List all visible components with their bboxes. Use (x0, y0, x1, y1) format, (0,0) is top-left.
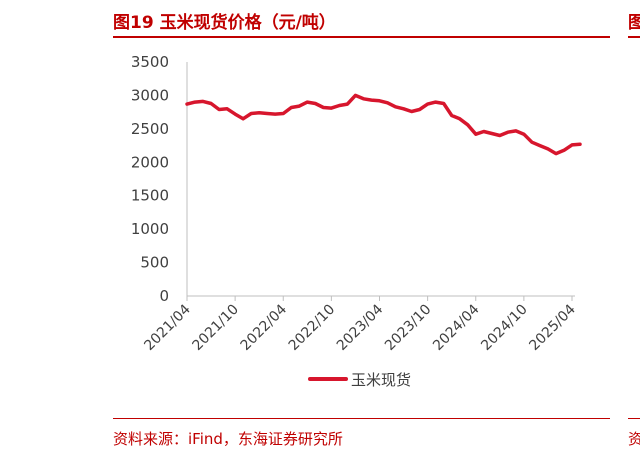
series-line (185, 93, 582, 156)
y-tick-label: 3500 (131, 53, 169, 71)
x-tick-label: 2021/04 (141, 301, 194, 354)
x-tick-label: 2025/04 (526, 301, 579, 354)
y-tick-label: 0 (159, 287, 169, 305)
y-tick-labels: 0 500 1000 1500 2000 2500 3000 3500 (131, 53, 169, 305)
source-note: 资料来源：iFind，东海证券研究所 (113, 430, 343, 448)
y-tick-label: 500 (140, 254, 169, 272)
x-tick-labels: 2021/042021/102022/042022/102023/042023/… (141, 296, 579, 354)
y-tick-label: 3000 (131, 86, 169, 104)
x-tick-label: 2023/04 (334, 301, 387, 354)
y-tick-label: 1500 (131, 187, 169, 205)
series-layer (185, 93, 582, 156)
x-tick-label: 2022/04 (238, 301, 291, 354)
adjacent-chart-title-fragment: 图 (628, 13, 640, 33)
footer-divider (113, 418, 610, 419)
adjacent-title-divider (628, 36, 640, 38)
y-tick-label: 1000 (131, 220, 169, 238)
legend: 玉米现货 (308, 371, 411, 389)
adjacent-footer-divider (628, 418, 640, 419)
y-tick-label: 2500 (131, 120, 169, 138)
x-tick-label: 2022/10 (286, 302, 338, 354)
x-tick-label: 2024/10 (478, 302, 530, 354)
adjacent-source-fragment: 资 (628, 430, 640, 448)
x-tick-label: 2024/04 (430, 301, 483, 354)
x-tick-label: 2023/10 (382, 302, 434, 354)
legend-label: 玉米现货 (351, 371, 411, 389)
x-tick-label: 2021/10 (190, 302, 242, 354)
title-divider (113, 36, 610, 38)
y-tick-label: 2000 (131, 153, 169, 171)
chart-title: 图19 玉米现货价格（元/吨） (113, 13, 336, 33)
